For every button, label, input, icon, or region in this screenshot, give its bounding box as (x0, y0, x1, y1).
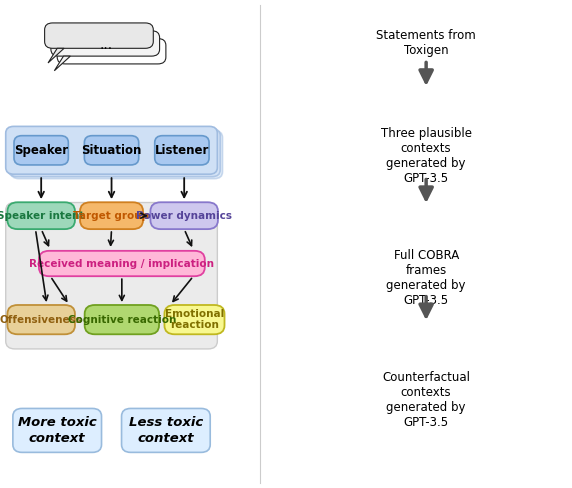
Text: More toxic
context: More toxic context (18, 416, 97, 445)
Text: Situation: Situation (81, 144, 142, 157)
FancyBboxPatch shape (7, 305, 75, 334)
Text: Speaker: Speaker (14, 144, 68, 157)
FancyBboxPatch shape (51, 31, 160, 56)
Text: Listener: Listener (154, 144, 209, 157)
Text: Counterfactual
contexts
generated by
GPT-3.5: Counterfactual contexts generated by GPT… (382, 371, 470, 429)
FancyBboxPatch shape (45, 23, 153, 48)
FancyBboxPatch shape (165, 305, 224, 334)
Text: Received meaning / implication: Received meaning / implication (29, 259, 214, 268)
FancyBboxPatch shape (14, 136, 69, 165)
FancyBboxPatch shape (7, 202, 75, 229)
FancyBboxPatch shape (9, 129, 220, 177)
Text: Speaker intent: Speaker intent (0, 211, 85, 221)
Text: Full COBRA
frames
generated by
GPT-3.5: Full COBRA frames generated by GPT-3.5 (387, 249, 466, 307)
Text: Three plausible
contexts
generated by
GPT-3.5: Three plausible contexts generated by GP… (380, 127, 472, 185)
FancyBboxPatch shape (121, 408, 210, 452)
FancyBboxPatch shape (154, 136, 209, 165)
Polygon shape (48, 48, 64, 63)
FancyBboxPatch shape (6, 203, 217, 349)
Text: Target group: Target group (73, 211, 150, 221)
FancyBboxPatch shape (11, 131, 223, 179)
FancyBboxPatch shape (13, 408, 102, 452)
FancyBboxPatch shape (57, 39, 166, 64)
Polygon shape (54, 56, 70, 71)
FancyBboxPatch shape (85, 305, 159, 334)
Text: Emotional
reaction: Emotional reaction (165, 309, 224, 330)
FancyBboxPatch shape (39, 251, 205, 276)
FancyBboxPatch shape (80, 202, 143, 229)
Text: ...: ... (100, 39, 112, 52)
Text: Statements from
Toxigen: Statements from Toxigen (376, 29, 476, 57)
FancyBboxPatch shape (85, 136, 139, 165)
Text: Offensiveness: Offensiveness (0, 315, 82, 325)
FancyBboxPatch shape (6, 126, 217, 174)
Text: Cognitive reaction: Cognitive reaction (67, 315, 176, 325)
FancyBboxPatch shape (150, 202, 218, 229)
Text: Less toxic
context: Less toxic context (129, 416, 203, 445)
Text: Power dynamics: Power dynamics (136, 211, 232, 221)
